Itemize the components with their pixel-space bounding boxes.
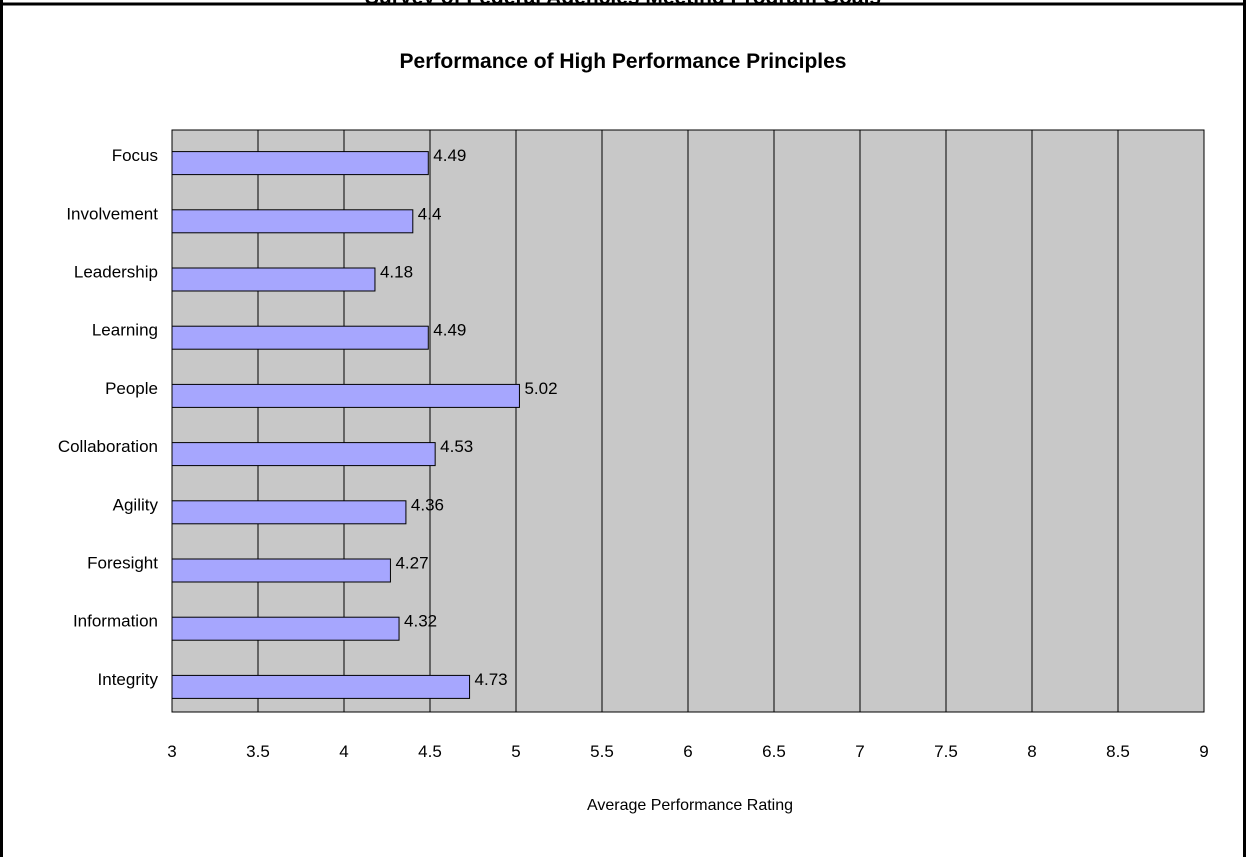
bars bbox=[171, 151, 520, 699]
data-label-foresight: 4.27 bbox=[395, 554, 428, 573]
data-label-leadership: 4.18 bbox=[380, 263, 413, 282]
x-tick-label-11: 8.5 bbox=[1106, 742, 1130, 761]
category-label-integrity: Integrity bbox=[98, 670, 159, 689]
data-label-learning: 4.49 bbox=[433, 321, 466, 340]
category-label-information: Information bbox=[73, 612, 158, 631]
bar-leadership bbox=[171, 267, 376, 292]
data-labels: 4.49 4.4 4.18 4.49 5.02 4.53 4.36 4.27 4.32 4.73 bbox=[380, 146, 558, 689]
x-tick-label-3: 4.5 bbox=[418, 742, 442, 761]
bar-foresight bbox=[171, 558, 391, 583]
bar-focus bbox=[171, 151, 429, 176]
x-tick-label-7: 6.5 bbox=[762, 742, 786, 761]
category-label-foresight: Foresight bbox=[87, 554, 158, 573]
category-label-collaboration: Collaboration bbox=[58, 437, 158, 456]
x-tick-label-0: 3 bbox=[167, 742, 176, 761]
category-label-learning: Learning bbox=[92, 321, 158, 340]
bar-involvement bbox=[171, 209, 414, 234]
clipped-page-title: Survey of Federal Agencies Meeting Progr… bbox=[365, 0, 881, 9]
data-label-agility: 4.36 bbox=[411, 495, 444, 514]
axis-title-mask bbox=[812, 790, 842, 820]
bar-information bbox=[171, 616, 400, 641]
bar-learning bbox=[171, 325, 429, 350]
x-tick-label-5: 5.5 bbox=[590, 742, 614, 761]
bar-agility bbox=[171, 500, 407, 525]
data-label-information: 4.32 bbox=[404, 612, 437, 631]
category-label-involvement: Involvement bbox=[66, 204, 158, 223]
data-label-involvement: 4.4 bbox=[418, 204, 442, 223]
data-label-collaboration: 4.53 bbox=[440, 437, 473, 456]
x-tick-label-2: 4 bbox=[339, 742, 348, 761]
category-labels: Focus Involvement Leadership Learning People… bbox=[58, 146, 159, 689]
chart-title: Performance of High Performance Principl… bbox=[400, 50, 847, 73]
x-axis-title: Average Performance Rating bbox=[587, 797, 793, 814]
x-tick-label-12: 9 bbox=[1199, 742, 1208, 761]
x-tick-label-6: 6 bbox=[683, 742, 692, 761]
data-label-integrity: 4.73 bbox=[475, 670, 508, 689]
x-tick-labels: 3 3.5 4 4.5 5 5.5 6 6.5 7 7.5 8 8.5 9 bbox=[167, 742, 1208, 761]
x-tick-label-9: 7.5 bbox=[934, 742, 958, 761]
category-label-agility: Agility bbox=[113, 495, 159, 514]
data-label-focus: 4.49 bbox=[433, 146, 466, 165]
x-tick-label-10: 8 bbox=[1027, 742, 1036, 761]
x-tick-label-4: 5 bbox=[511, 742, 520, 761]
bar-integrity bbox=[171, 674, 471, 699]
category-label-focus: Focus bbox=[112, 146, 158, 165]
category-label-leadership: Leadership bbox=[74, 263, 158, 282]
x-tick-label-1: 3.5 bbox=[246, 742, 270, 761]
data-label-people: 5.02 bbox=[524, 379, 557, 398]
category-label-people: People bbox=[105, 379, 158, 398]
bar-people bbox=[171, 383, 520, 408]
x-tick-label-8: 7 bbox=[855, 742, 864, 761]
bar-collaboration bbox=[171, 442, 436, 467]
